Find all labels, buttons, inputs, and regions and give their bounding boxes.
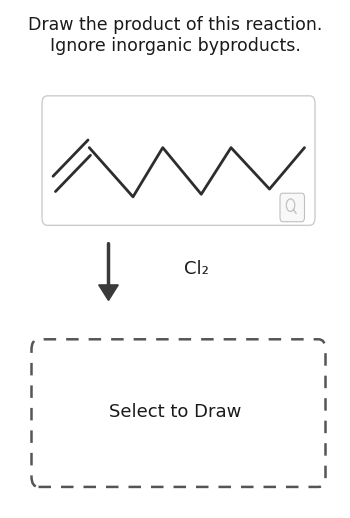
Text: Select to Draw: Select to Draw xyxy=(109,403,241,421)
Text: Cl₂: Cl₂ xyxy=(183,261,209,278)
FancyBboxPatch shape xyxy=(280,193,304,222)
Text: Draw the product of this reaction.: Draw the product of this reaction. xyxy=(28,16,322,34)
FancyBboxPatch shape xyxy=(42,96,315,225)
FancyBboxPatch shape xyxy=(32,339,326,487)
Polygon shape xyxy=(99,285,118,300)
Text: Ignore inorganic byproducts.: Ignore inorganic byproducts. xyxy=(50,37,300,54)
